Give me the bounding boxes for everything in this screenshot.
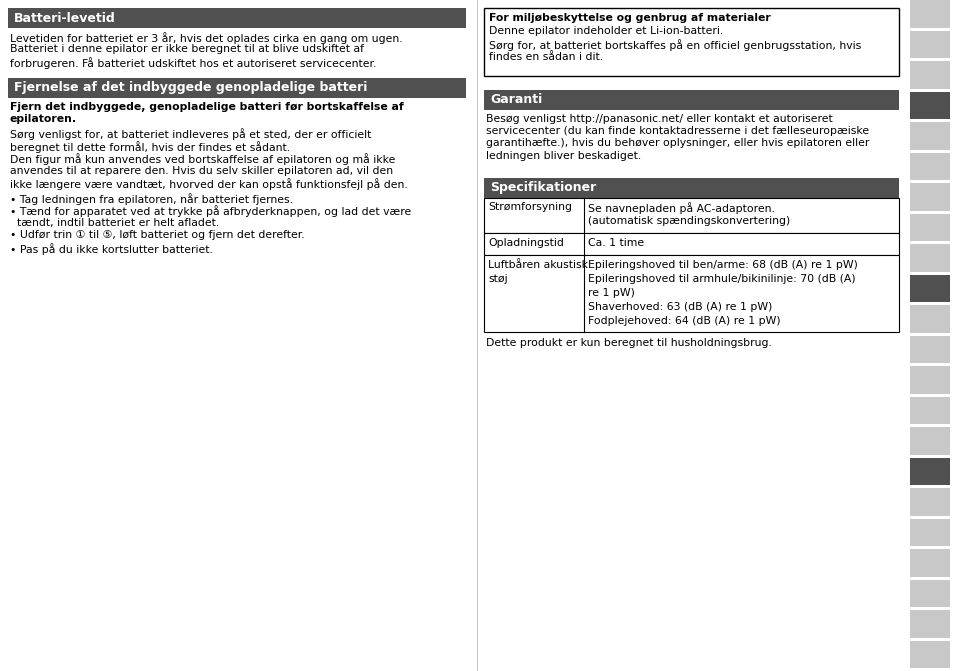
Text: epilatoren.: epilatoren. xyxy=(10,114,77,124)
Bar xyxy=(909,122,949,150)
Bar xyxy=(483,232,898,255)
Text: Levetiden for batteriet er 3 år, hvis det oplades cirka en gang om ugen.: Levetiden for batteriet er 3 år, hvis de… xyxy=(10,32,402,44)
Text: Opladningstid: Opladningstid xyxy=(488,238,563,248)
Bar xyxy=(909,610,949,637)
Text: • Udfør trin ① til ⑤, løft batteriet og fjern det derefter.: • Udfør trin ① til ⑤, løft batteriet og … xyxy=(10,231,304,240)
Text: Strømforsyning: Strømforsyning xyxy=(488,203,572,213)
Text: findes en sådan i dit.: findes en sådan i dit. xyxy=(489,52,602,62)
Text: Sørg venligst for, at batteriet indleveres på et sted, der er officielt: Sørg venligst for, at batteriet indlever… xyxy=(10,129,371,140)
Text: Denne epilator indeholder et Li-ion-batteri.: Denne epilator indeholder et Li-ion-batt… xyxy=(489,26,722,36)
Text: beregnet til dette formål, hvis der findes et sådant.: beregnet til dette formål, hvis der find… xyxy=(10,141,290,153)
Text: anvendes til at reparere den. Hvis du selv skiller epilatoren ad, vil den: anvendes til at reparere den. Hvis du se… xyxy=(10,166,393,176)
Text: forbrugeren. Få batteriet udskiftet hos et autoriseret servicecenter.: forbrugeren. Få batteriet udskiftet hos … xyxy=(10,57,376,69)
Bar xyxy=(909,91,949,119)
Bar xyxy=(909,580,949,607)
Text: Se navnepladen på AC-adaptoren.
(automatisk spændingskonvertering): Se navnepladen på AC-adaptoren. (automat… xyxy=(587,203,789,226)
Text: tændt, indtil batteriet er helt afladet.: tændt, indtil batteriet er helt afladet. xyxy=(10,218,219,228)
Bar xyxy=(909,30,949,58)
Text: servicecenter (du kan finde kontaktadresserne i det fælleseuropæiske: servicecenter (du kan finde kontaktadres… xyxy=(485,126,868,136)
Text: For miljøbeskyttelse og genbrug af materialer: For miljøbeskyttelse og genbrug af mater… xyxy=(489,13,770,23)
Text: Fjern det indbyggede, genopladelige batteri før bortskaffelse af: Fjern det indbyggede, genopladelige batt… xyxy=(10,101,403,111)
Bar xyxy=(483,89,898,109)
Text: garantihæfte.), hvis du behøver oplysninger, eller hvis epilatoren eller: garantihæfte.), hvis du behøver oplysnin… xyxy=(485,138,868,148)
Bar xyxy=(909,152,949,180)
Bar xyxy=(909,183,949,211)
Text: Ca. 1 time: Ca. 1 time xyxy=(587,238,643,248)
Bar xyxy=(909,519,949,546)
Text: Luftbåren akustisk
støj: Luftbåren akustisk støj xyxy=(488,260,587,284)
Bar xyxy=(8,77,465,97)
Text: Sørg for, at batteriet bortskaffes på en officiel genbrugsstation, hvis: Sørg for, at batteriet bortskaffes på en… xyxy=(489,39,861,51)
Bar xyxy=(909,641,949,668)
Bar xyxy=(8,8,465,28)
Text: Fjernelse af det indbyggede genopladelige batteri: Fjernelse af det indbyggede genopladelig… xyxy=(14,81,367,94)
Text: Dette produkt er kun beregnet til husholdningsbrug.: Dette produkt er kun beregnet til hushol… xyxy=(485,338,771,348)
Text: • Tag ledningen fra epilatoren, når batteriet fjernes.: • Tag ledningen fra epilatoren, når batt… xyxy=(10,193,293,205)
Text: Batteri-levetid: Batteri-levetid xyxy=(14,11,115,25)
Text: • Pas på du ikke kortslutter batteriet.: • Pas på du ikke kortslutter batteriet. xyxy=(10,243,213,255)
Text: Batteriet i denne epilator er ikke beregnet til at blive udskiftet af: Batteriet i denne epilator er ikke bereg… xyxy=(10,44,364,54)
Text: ikke længere være vandtæt, hvorved der kan opstå funktionsfejl på den.: ikke længere være vandtæt, hvorved der k… xyxy=(10,178,407,191)
Bar xyxy=(483,197,898,232)
Bar xyxy=(909,488,949,515)
Bar xyxy=(909,244,949,272)
Bar xyxy=(909,213,949,241)
Text: Besøg venligst http://panasonic.net/ eller kontakt et autoriseret: Besøg venligst http://panasonic.net/ ell… xyxy=(485,113,832,123)
Bar xyxy=(909,336,949,363)
Text: Den figur må kun anvendes ved bortskaffelse af epilatoren og må ikke: Den figur må kun anvendes ved bortskaffe… xyxy=(10,154,395,166)
Bar xyxy=(483,255,898,331)
Bar xyxy=(909,0,949,28)
Text: Specifikationer: Specifikationer xyxy=(490,181,596,194)
Text: • Tænd for apparatet ved at trykke på afbryderknappen, og lad det være: • Tænd for apparatet ved at trykke på af… xyxy=(10,205,411,217)
Bar xyxy=(483,8,898,76)
Text: Epileringshoved til ben/arme: 68 (dB (A) re 1 pW)
Epileringshoved til armhule/bi: Epileringshoved til ben/arme: 68 (dB (A)… xyxy=(587,260,857,326)
Bar xyxy=(909,274,949,302)
Bar xyxy=(909,366,949,393)
Bar xyxy=(909,427,949,454)
Text: Garanti: Garanti xyxy=(490,93,541,106)
Bar xyxy=(909,61,949,89)
Text: ledningen bliver beskadiget.: ledningen bliver beskadiget. xyxy=(485,151,640,161)
Bar xyxy=(909,458,949,485)
Bar xyxy=(909,305,949,333)
Bar xyxy=(909,549,949,576)
Bar xyxy=(909,397,949,424)
Bar xyxy=(483,178,898,197)
